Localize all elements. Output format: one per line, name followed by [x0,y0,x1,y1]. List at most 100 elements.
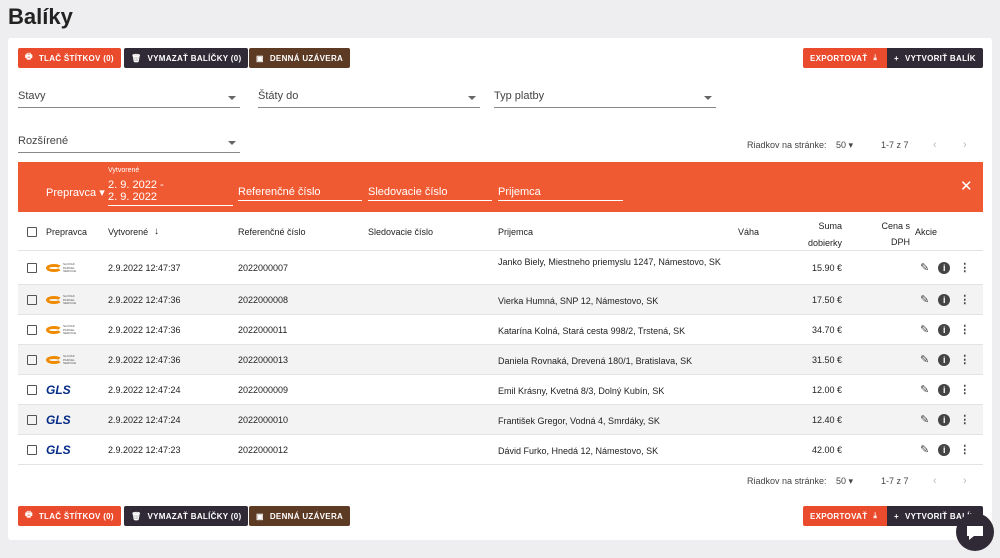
reference: 2022000008 [238,295,289,305]
recipient: Janko Biely, Miestneho priemyslu 1247, N… [498,257,721,267]
carrier-logo: SLOVAK PARCEL SERVICE [46,294,79,306]
table-row[interactable]: SLOVAK PARCEL SERVICE 2.9.2022 12:47:36 20… [18,285,983,315]
more-icon[interactable]: ⋮ [959,294,971,306]
info-icon[interactable]: i [938,261,951,274]
reference: 2022000013 [238,355,289,365]
row-checkbox[interactable] [27,415,37,425]
info-icon[interactable]: i [938,353,951,366]
edit-icon[interactable]: ✎ [920,384,930,396]
table-row[interactable]: GLS 2.9.2022 12:47:24 2022000010 František … [18,405,983,435]
sps-mark [46,356,62,365]
row-checkbox[interactable] [27,355,37,365]
edit-icon[interactable]: ✎ [920,324,930,336]
carrier-filter[interactable]: Prepravca ▾ [46,187,105,199]
row-checkbox[interactable] [27,385,37,395]
states-select[interactable]: Stavy [18,86,240,108]
daily-button[interactable]: ▣ DENNÁ UZÁVERA [249,506,351,526]
table-row[interactable]: GLS 2.9.2022 12:47:23 2022000012 Dávid Furk… [18,435,983,465]
chat-button[interactable] [955,512,995,552]
column-header: Vytvorené [108,227,149,237]
create-label: VYTVORIŤ BALÍK [904,511,976,521]
export-icon: ⤓ [873,511,878,520]
prev-page[interactable]: ‹ [933,475,937,487]
delete-button[interactable]: 🗑 VYMAZAŤ BALÍČKY (0) [124,48,249,68]
print-button[interactable]: 🖶 TLAČ ŠTÍTKOV (0) [18,48,121,68]
info-icon[interactable]: i [938,383,951,396]
chat-icon [967,526,983,540]
daily-button[interactable]: ▣ DENNÁ UZÁVERA [249,48,351,68]
table-row[interactable]: SLOVAK PARCEL SERVICE 2.9.2022 12:47:37 20… [18,251,983,285]
close-button[interactable]: ✕ [960,178,973,195]
next-page[interactable]: › [963,139,967,151]
table-row[interactable]: GLS 2.9.2022 12:47:24 2022000009 Emil Krásn… [18,375,983,405]
row-checkbox[interactable] [27,325,37,335]
export-button[interactable]: EXPORTOVAŤ ⤓ [803,48,887,68]
column-header: Sledovacie číslo [368,227,434,237]
recipient: František Gregor, Vodná 4, Smrdáky, SK [498,416,660,426]
edit-icon[interactable]: ✎ [920,354,930,366]
create-button[interactable]: + VYTVORIŤ BALÍK [887,48,983,68]
row-checkbox[interactable] [27,295,37,305]
edit-icon[interactable]: ✎ [920,444,930,456]
daily-label: DENNÁ UZÁVERA [269,53,344,63]
reference: 2022000011 [238,325,288,335]
column-header: Akcie [915,227,938,237]
more-icon[interactable]: ⋮ [959,444,971,456]
export-button[interactable]: EXPORTOVAŤ ⤓ [803,506,887,526]
print-button[interactable]: 🖶 TLAČ ŠTÍTKOV (0) [18,506,121,526]
column-header: Cena s DPH [881,221,910,247]
more-icon[interactable]: ⋮ [959,354,971,366]
table-row[interactable]: SLOVAK PARCEL SERVICE 2.9.2022 12:47:36 20… [18,345,983,375]
create-button[interactable]: + VYTVORIŤ BALÍK [887,506,983,526]
date-to: 2. 9. 2022 [108,191,157,203]
info-icon[interactable]: i [938,323,951,336]
created: 2.9.2022 12:47:37 [108,263,181,273]
sps-mark [46,264,62,273]
delete-label: VYMAZAŤ BALÍČKY (0) [147,511,242,521]
actions: ✎ i ⋮ [920,413,970,426]
page-title: Balíky [8,4,73,29]
date-filter[interactable]: 2. 9. 2022 -2. 9. 2022 [108,179,233,206]
delete-button[interactable]: 🗑 VYMAZAŤ BALÍČKY (0) [124,506,249,526]
more-icon[interactable]: ⋮ [959,414,971,426]
actions: ✎ i ⋮ [920,443,970,456]
table-row[interactable]: SLOVAK PARCEL SERVICE 2.9.2022 12:47:36 20… [18,315,983,345]
rows-select[interactable]: 50 ▾ [836,476,854,486]
info-icon[interactable]: i [938,293,951,306]
rows-select[interactable]: 50 ▾ [836,140,854,150]
more-icon[interactable]: ⋮ [959,262,971,274]
edit-icon[interactable]: ✎ [920,414,930,426]
edit-icon[interactable]: ✎ [920,294,930,306]
reference: 2022000010 [238,415,289,425]
row-checkbox[interactable] [27,445,37,455]
prev-page[interactable]: ‹ [933,139,937,151]
cod: 15.90 € [811,263,842,273]
reference-filter[interactable]: Referenčné číslo [238,186,362,201]
created: 2.9.2022 12:47:24 [108,415,181,425]
advanced-select[interactable]: Rozšírené [18,131,240,153]
tracking-filter[interactable]: Sledovacie číslo [368,186,492,201]
next-page[interactable]: › [963,475,967,487]
cod: 12.00 € [811,385,842,395]
countries-select[interactable]: Štáty do [258,86,480,108]
date-from: 2. 9. 2022 - [108,179,164,191]
cod: 17.50 € [811,295,842,305]
created: 2.9.2022 12:47:24 [108,385,181,395]
create-icon: + [894,511,899,521]
recipient-filter[interactable]: Prijemca [498,186,623,201]
delete-icon: 🗑 [131,53,142,63]
edit-icon[interactable]: ✎ [920,262,930,274]
more-icon[interactable]: ⋮ [959,384,971,396]
actions: ✎ i ⋮ [920,293,970,306]
carrier-name: GLS [46,413,71,427]
payment-select[interactable]: Typ platby [494,86,716,108]
sort-icon: ↓ [154,226,159,237]
carrier-name: SLOVAK PARCEL SERVICE [63,354,77,365]
more-icon[interactable]: ⋮ [959,324,971,336]
info-icon[interactable]: i [938,413,951,426]
cod: 31.50 € [811,355,842,365]
row-checkbox[interactable] [27,263,37,273]
select-all[interactable] [27,227,37,237]
info-icon[interactable]: i [938,443,951,456]
recipient: Emil Krásny, Kvetná 8/3, Dolný Kubín, SK [498,386,665,396]
